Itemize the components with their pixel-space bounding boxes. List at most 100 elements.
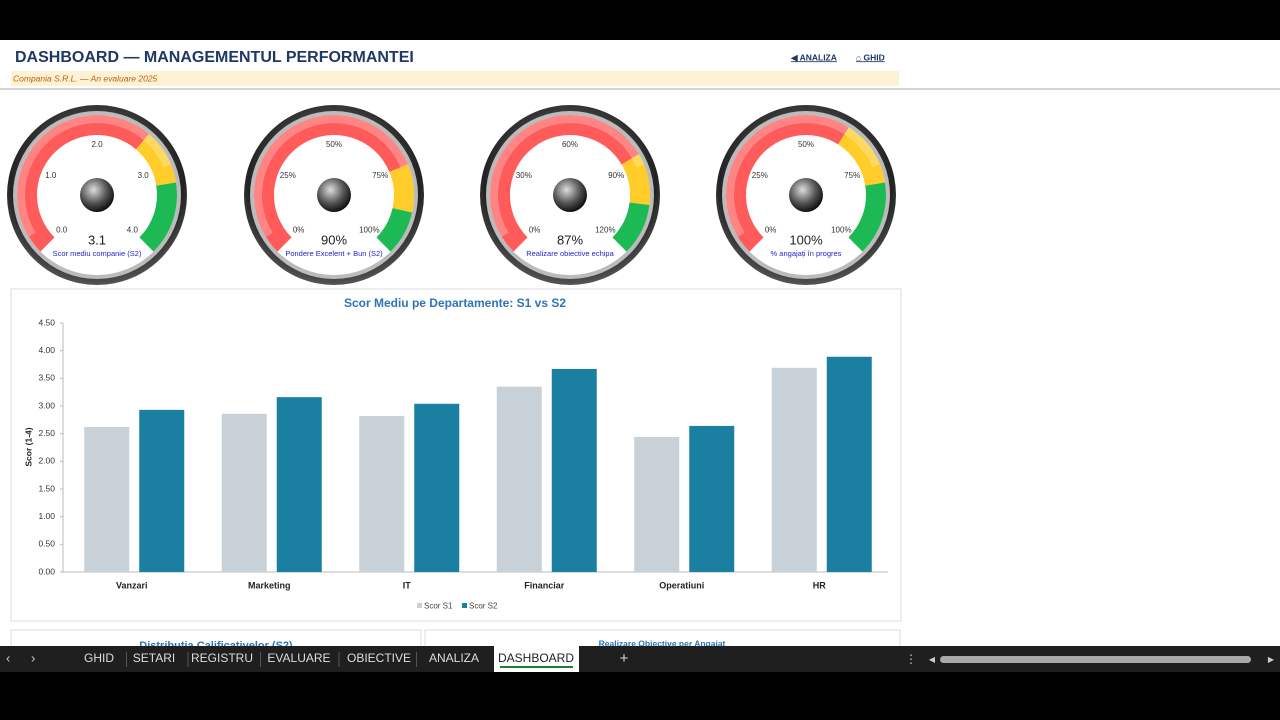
gauge-label: Pondere Excelent + Bun (S2) bbox=[285, 249, 383, 258]
y-tick-label: 4.00 bbox=[38, 345, 55, 355]
nav-next[interactable]: › bbox=[31, 650, 35, 665]
sheet-tab[interactable]: ANALIZA bbox=[429, 651, 479, 665]
bar bbox=[414, 403, 460, 572]
x-tick-label: Marketing bbox=[248, 580, 291, 590]
bar bbox=[551, 368, 597, 572]
gauge-tick-label: 0% bbox=[765, 225, 777, 234]
gauge-label: Realizare obiective echipa bbox=[526, 249, 614, 258]
gauge-tick-label: 90% bbox=[608, 171, 624, 180]
gauge-value: 87% bbox=[557, 232, 583, 247]
gauge-tick-label: 1.0 bbox=[45, 171, 57, 180]
bar bbox=[634, 436, 680, 572]
gauge-tick-label: 50% bbox=[326, 140, 342, 149]
gauge-tick-label: 30% bbox=[516, 171, 532, 180]
x-tick-label: HR bbox=[813, 580, 826, 590]
gauge-tick-label: 100% bbox=[831, 225, 851, 234]
gauge-tick-label: 3.0 bbox=[138, 171, 150, 180]
legend-label: Scor S2 bbox=[469, 602, 498, 611]
gauge-tick-label: 25% bbox=[280, 171, 296, 180]
x-tick-label: Vanzari bbox=[116, 580, 148, 590]
nav-prev[interactable]: ‹ bbox=[6, 650, 10, 665]
link[interactable]: ◀ ANALIZA bbox=[790, 52, 837, 62]
sheet-tab[interactable]: GHID bbox=[84, 651, 114, 665]
y-tick-label: 2.50 bbox=[38, 428, 55, 438]
y-tick-label: 1.50 bbox=[38, 483, 55, 493]
gauge-tick-label: 75% bbox=[844, 171, 860, 180]
subtitle-bar bbox=[11, 71, 899, 86]
scrollbar[interactable] bbox=[940, 656, 1251, 663]
gauge-label: Scor mediu companie (S2) bbox=[53, 249, 142, 258]
sheet-tab[interactable]: REGISTRU bbox=[191, 651, 253, 665]
x-tick-label: IT bbox=[403, 580, 412, 590]
gauge-tick-label: 4.0 bbox=[127, 225, 139, 234]
gauge-band bbox=[490, 114, 639, 252]
bar bbox=[496, 386, 542, 572]
x-tick-label: Financiar bbox=[524, 580, 565, 590]
y-tick-label: 0.50 bbox=[38, 539, 55, 549]
gauge-value: 3.1 bbox=[88, 232, 106, 247]
gauge-band bbox=[139, 182, 177, 252]
x-tick-label: Operatiuni bbox=[659, 580, 704, 590]
active-tab[interactable]: DASHBOARD bbox=[498, 651, 574, 665]
title: DASHBOARD — MANAGEMENTUL PERFORMANTEI bbox=[15, 49, 414, 66]
gauge-band bbox=[17, 115, 149, 252]
gauge-band bbox=[848, 182, 886, 252]
legend-swatch bbox=[417, 603, 422, 608]
gauge-band bbox=[621, 154, 650, 206]
bar bbox=[84, 427, 130, 572]
gauge-knob bbox=[553, 178, 587, 212]
gauge-band bbox=[838, 127, 886, 186]
gauge-tick-label: 100% bbox=[359, 225, 379, 234]
gauge-band bbox=[254, 115, 408, 252]
gauge-value: 100% bbox=[789, 232, 823, 247]
scroll-left[interactable]: ◀ bbox=[929, 655, 936, 664]
y-tick-label: 0.00 bbox=[38, 566, 55, 576]
gauge-tick-label: 0% bbox=[529, 225, 541, 234]
gauge-band bbox=[135, 134, 177, 186]
y-tick-label: 3.50 bbox=[38, 373, 55, 383]
panel-title: Realizare Obiective per Angajat bbox=[599, 638, 726, 648]
gauge-tick-label: 2.0 bbox=[91, 140, 103, 149]
bar bbox=[771, 367, 817, 572]
gauge-knob bbox=[789, 178, 823, 212]
y-tick-label: 4.50 bbox=[38, 317, 55, 327]
sheet-tab[interactable]: OBIECTIVE bbox=[347, 651, 411, 665]
add-sheet[interactable]: + bbox=[620, 650, 629, 667]
link[interactable]: ⌂ GHID bbox=[856, 52, 885, 62]
gauge-tick-label: 50% bbox=[798, 140, 814, 149]
y-tick-label: 2.00 bbox=[38, 456, 55, 466]
legend-label: Scor S1 bbox=[424, 602, 453, 611]
bar bbox=[221, 413, 267, 572]
gauge-knob bbox=[317, 178, 351, 212]
bar bbox=[826, 356, 872, 572]
gauge-label: % angajați în progres bbox=[771, 249, 842, 258]
subtitle: Compania S.R.L. — An evaluare 2025 bbox=[13, 73, 158, 83]
gauge-tick-label: 25% bbox=[752, 171, 768, 180]
y-tick-label: 1.00 bbox=[38, 511, 55, 521]
gauge-band bbox=[389, 164, 414, 213]
bar bbox=[276, 397, 322, 572]
gauge-value: 90% bbox=[321, 232, 347, 247]
gauge-band bbox=[376, 208, 413, 252]
scroll-right[interactable]: ▶ bbox=[1268, 655, 1275, 664]
gauge-band bbox=[612, 202, 650, 252]
y-axis-title: Scor (1-4) bbox=[23, 427, 33, 466]
bar bbox=[139, 409, 185, 572]
tab-bar: ‹ › + ⋮ ◀ ▶ bbox=[0, 646, 1280, 672]
gauge-tick-label: 60% bbox=[562, 140, 578, 149]
gauge-tick-label: 75% bbox=[372, 171, 388, 180]
sheet-tab[interactable]: SETARI bbox=[133, 651, 175, 665]
gauge-tick-label: 0% bbox=[293, 225, 305, 234]
gauge-tick-label: 0.0 bbox=[56, 225, 68, 234]
bar bbox=[689, 425, 735, 572]
chart-title: Scor Mediu pe Departamente: S1 vs S2 bbox=[344, 296, 566, 310]
sheet-tab[interactable]: EVALUARE bbox=[267, 651, 330, 665]
legend-swatch bbox=[462, 603, 467, 608]
gauge-tick-label: 120% bbox=[595, 225, 615, 234]
gauge-band bbox=[726, 114, 849, 252]
gauge-knob bbox=[80, 178, 114, 212]
bar bbox=[359, 415, 405, 572]
menu[interactable]: ⋮ bbox=[905, 652, 917, 666]
